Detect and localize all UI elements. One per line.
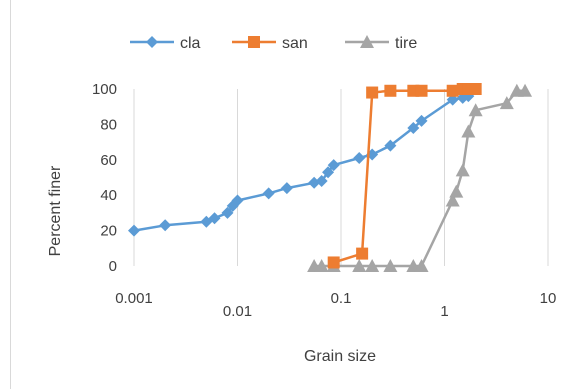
x-tick-label: 0.1: [331, 290, 352, 307]
data-point-san: [384, 84, 397, 97]
data-point-san: [469, 83, 482, 95]
data-point-tire: [445, 193, 460, 207]
y-tick-label: 100: [92, 81, 117, 98]
legend-entry-cla: cla: [130, 35, 201, 52]
data-point-cla: [262, 187, 275, 200]
data-point-tire: [383, 259, 398, 272]
legend-entry-tire: tire: [345, 35, 417, 52]
data-point-cla: [221, 206, 234, 219]
data-point-cla: [384, 139, 397, 152]
x-tick-label: 10: [540, 290, 557, 307]
data-point-tire: [314, 259, 329, 272]
data-point-san: [327, 256, 340, 269]
legend-label-san: san: [282, 35, 308, 52]
data-point-cla: [407, 121, 420, 134]
legend: cla san tire: [130, 35, 417, 52]
legend-marker-cla: [146, 36, 158, 48]
data-point-cla: [159, 219, 172, 232]
data-point-tire: [461, 124, 476, 138]
series-cla: [128, 90, 475, 237]
y-tick-label: 60: [100, 152, 117, 169]
data-point-cla: [128, 224, 140, 237]
data-point-cla: [280, 182, 293, 195]
x-tick-label: 0.001: [115, 290, 153, 307]
data-point-cla: [327, 159, 340, 172]
data-point-tire: [518, 83, 533, 97]
data-point-san: [415, 84, 428, 97]
legend-marker-san: [248, 36, 260, 48]
series-line-cla: [133, 94, 469, 232]
gridlines: [133, 89, 549, 266]
data-point-tire: [352, 259, 367, 272]
data-point-cla: [322, 166, 335, 179]
legend-entry-san: san: [232, 35, 308, 52]
y-tick-label: 80: [100, 116, 117, 133]
data-point-tire: [449, 184, 464, 198]
series-line-tire: [314, 89, 525, 268]
series-line-san: [333, 87, 476, 264]
legend-label-tire: tire: [395, 35, 417, 52]
y-tick-label: 20: [100, 223, 117, 240]
series-tire: [307, 83, 533, 272]
data-point-tire: [499, 96, 514, 110]
data-point-tire: [455, 163, 470, 177]
data-point-san: [366, 86, 379, 99]
data-point-san: [356, 247, 369, 260]
y-axis-title: Percent finer: [47, 165, 64, 256]
left-border: [10, 0, 11, 389]
data-point-san: [446, 84, 459, 97]
data-point-tire: [365, 259, 380, 272]
x-tick-label: 1: [440, 303, 448, 320]
y-tick-label: 0: [109, 258, 117, 275]
legend-label-cla: cla: [180, 35, 201, 52]
data-point-cla: [208, 212, 221, 225]
data-point-cla: [231, 194, 244, 207]
data-point-tire: [414, 259, 429, 272]
x-axis-title: Grain size: [304, 348, 376, 365]
series: [128, 83, 533, 272]
legend-marker-tire: [360, 35, 374, 48]
data-point-cla: [353, 152, 366, 165]
data-point-cla: [415, 114, 428, 127]
y-tick-label: 40: [100, 187, 117, 204]
x-tick-label: 0.01: [223, 303, 252, 320]
data-point-tire: [468, 103, 483, 117]
series-san: [327, 83, 482, 269]
data-point-cla: [315, 175, 328, 188]
